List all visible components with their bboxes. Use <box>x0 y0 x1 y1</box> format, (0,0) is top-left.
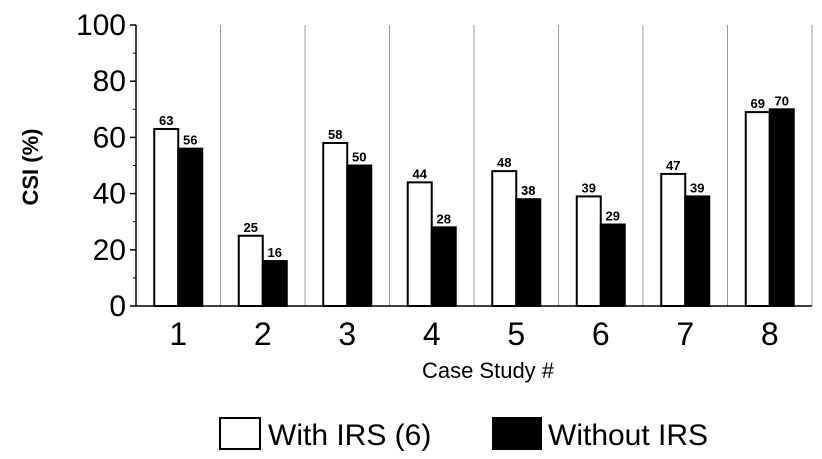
bar-with-irs-2 <box>237 234 264 307</box>
bar-with-irs-6 <box>575 195 602 307</box>
data-label: 39 <box>582 180 596 195</box>
x-tick-label: 4 <box>423 316 441 352</box>
data-label: 70 <box>775 93 789 108</box>
x-tick-label: 7 <box>676 316 694 352</box>
data-label: 63 <box>159 113 173 128</box>
legend-label-without-irs: Without IRS <box>548 419 708 452</box>
bar-without-irs-7 <box>684 195 711 307</box>
data-label: 58 <box>328 127 342 142</box>
bar-without-irs-1 <box>177 147 204 307</box>
data-label: 29 <box>606 209 620 224</box>
data-labels-layer: 63 56 25 16 58 50 44 28 48 38 39 29 47 39 69 70 <box>159 93 789 260</box>
x-tick-label: 6 <box>592 316 610 352</box>
data-label: 69 <box>751 96 765 111</box>
data-label: 47 <box>666 158 680 173</box>
y-tick-label: 0 <box>109 290 126 323</box>
bars-layer <box>153 108 795 308</box>
bar-without-irs-6 <box>599 223 626 307</box>
y-tick-label: 40 <box>93 178 126 211</box>
x-tick-label: 1 <box>169 316 187 352</box>
data-label: 48 <box>497 155 511 170</box>
bar-without-irs-3 <box>346 164 373 307</box>
data-label: 16 <box>268 245 282 260</box>
bar-with-irs-3 <box>322 142 349 307</box>
bar-with-irs-4 <box>406 181 433 307</box>
x-tick-label: 8 <box>761 316 779 352</box>
data-label: 39 <box>690 180 704 195</box>
y-tick-label: 20 <box>93 234 126 267</box>
data-label: 28 <box>437 211 451 226</box>
bar-with-irs-1 <box>153 127 180 307</box>
data-label: 50 <box>352 150 366 165</box>
bar-without-irs-8 <box>768 108 795 307</box>
data-label: 25 <box>244 220 258 235</box>
bar-with-irs-7 <box>660 172 687 307</box>
legend-swatch-with-irs <box>219 417 261 450</box>
legend: With IRS (6) Without IRS <box>219 417 708 452</box>
bar-without-irs-2 <box>261 260 288 308</box>
x-axis-title: Case Study # <box>422 358 555 383</box>
y-axis-title: CSI (%) <box>18 129 43 206</box>
x-tick-label: 3 <box>338 316 356 352</box>
y-tick-label: 60 <box>93 121 126 154</box>
data-label: 38 <box>521 183 535 198</box>
grid-layer <box>220 25 813 306</box>
x-tick-label: 5 <box>507 316 525 352</box>
bar-without-irs-5 <box>515 198 542 307</box>
legend-swatch-without-irs <box>492 417 542 450</box>
y-tick-label: 100 <box>76 9 126 42</box>
data-label: 56 <box>183 133 197 148</box>
bar-without-irs-4 <box>430 226 457 308</box>
legend-label-with-irs: With IRS (6) <box>268 419 431 452</box>
x-tick-label: 2 <box>254 316 272 352</box>
bar-with-irs-5 <box>491 170 518 307</box>
data-label: 44 <box>413 166 428 181</box>
y-tick-label: 80 <box>93 65 126 98</box>
bar-with-irs-8 <box>744 111 771 307</box>
